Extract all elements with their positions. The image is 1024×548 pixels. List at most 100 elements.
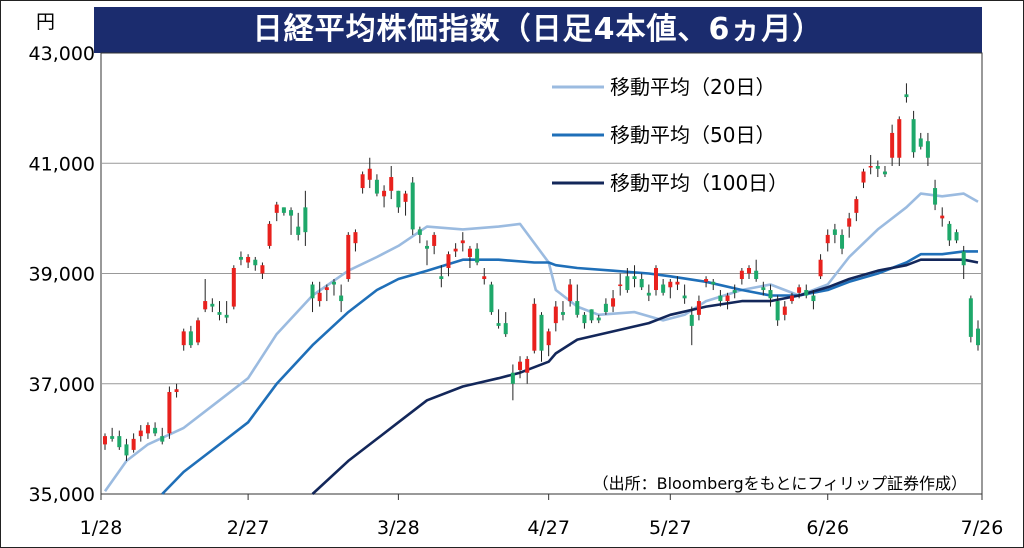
candle [840, 229, 845, 255]
candle [396, 190, 401, 213]
candle [761, 281, 766, 296]
candle [260, 262, 265, 280]
y-tick-label: 41,000 [29, 153, 95, 175]
candle [281, 207, 286, 216]
candle [131, 433, 136, 453]
candle-body [532, 303, 537, 351]
candle [911, 110, 916, 158]
candle-body [940, 215, 945, 219]
candle-body [518, 361, 523, 370]
candle-body [382, 190, 387, 197]
candle-body [525, 358, 530, 373]
candle [167, 386, 172, 439]
candle [496, 309, 501, 329]
candle-body [560, 312, 565, 315]
y-tick-label: 43,000 [29, 43, 95, 65]
candle-body [639, 279, 644, 288]
candle-body [503, 323, 508, 335]
candle-body [267, 223, 272, 246]
candle-body [689, 314, 694, 326]
candle [503, 312, 508, 337]
candle [389, 166, 394, 200]
candle [875, 160, 880, 178]
candle-body [589, 309, 594, 321]
candle-body [489, 284, 494, 313]
candle [217, 301, 222, 321]
candle [976, 320, 980, 351]
candle [117, 430, 122, 450]
candle [410, 177, 415, 235]
candle-body [747, 267, 752, 274]
candle [339, 284, 344, 313]
candle-body [174, 389, 179, 393]
candle [224, 301, 229, 324]
candle [904, 83, 909, 103]
candle-body [890, 132, 895, 158]
candle [854, 196, 859, 222]
candle-body [596, 317, 601, 321]
candle [890, 124, 895, 167]
candle [689, 306, 694, 346]
candle-body [718, 295, 723, 302]
candle [203, 279, 208, 313]
candle-body [925, 141, 930, 158]
ma-line-2 [311, 258, 979, 495]
candle-body [847, 218, 852, 227]
candle-body [346, 234, 351, 280]
candle-body [210, 303, 215, 307]
candle [546, 328, 551, 357]
candle [489, 281, 494, 315]
candle-body [918, 138, 923, 147]
candle [682, 284, 687, 304]
candle [317, 281, 322, 307]
ma-line-1 [161, 250, 978, 495]
candle-body [797, 287, 802, 293]
candle-body [782, 306, 787, 315]
candle-body [775, 301, 780, 321]
candle-body [933, 188, 938, 205]
candle [754, 259, 759, 282]
candle-body [603, 303, 608, 313]
candle [403, 190, 408, 216]
candle-body [947, 223, 952, 241]
candle-body [725, 295, 730, 302]
candle-body [317, 292, 322, 302]
candle [331, 279, 336, 296]
candle [940, 207, 945, 227]
candle-body [675, 281, 680, 285]
candle [732, 284, 737, 299]
candle [639, 273, 644, 291]
candle [467, 245, 472, 268]
candle-body [339, 295, 344, 302]
candle-body [825, 234, 830, 244]
candle-body [682, 295, 687, 299]
candle-body [897, 119, 902, 158]
candle [324, 284, 329, 302]
candle-body [618, 284, 623, 287]
candle [718, 290, 723, 307]
candle [653, 265, 658, 296]
candle-body [832, 229, 837, 235]
candle-body [739, 270, 744, 280]
candle [782, 301, 787, 321]
candle-body [396, 190, 401, 208]
candle-body [546, 331, 551, 346]
candle-body [653, 267, 658, 291]
candle-body [160, 436, 165, 442]
candle-body [861, 171, 866, 183]
candle-body [539, 314, 544, 351]
candle [560, 301, 565, 321]
candle-body [138, 430, 143, 437]
candle [704, 276, 709, 288]
candle [568, 279, 573, 307]
candle-body [911, 119, 916, 153]
candle [847, 212, 852, 238]
candle [475, 243, 480, 266]
x-tick-label: 1/28 [80, 517, 123, 539]
candle-body [868, 166, 873, 168]
candle-body [360, 174, 365, 189]
candle-body [625, 276, 630, 291]
candle [825, 229, 830, 252]
candle [768, 284, 773, 307]
candle [425, 240, 430, 266]
